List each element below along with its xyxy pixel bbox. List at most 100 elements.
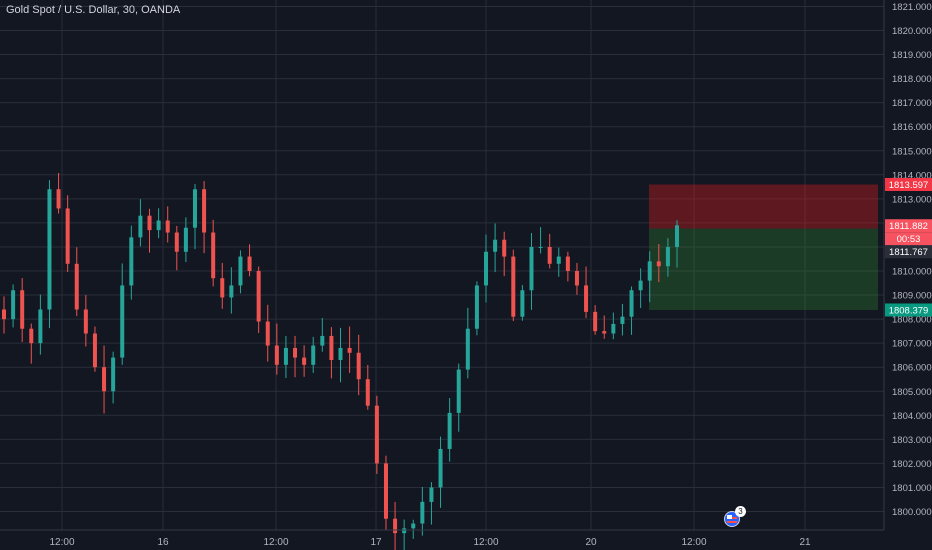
candle-body [47, 189, 52, 310]
candle-body [665, 246, 670, 267]
candle-body [174, 232, 179, 252]
candle-body [411, 523, 416, 529]
candle-body [283, 347, 288, 365]
candle-body [584, 285, 589, 312]
candle-body [192, 189, 197, 228]
candle-body [83, 309, 88, 334]
take-profit-zone [649, 228, 878, 310]
stop-price-badge-bg [885, 177, 932, 191]
price-badges: 1813.597 1811.882 00:53 1811.767 1808.379 [885, 177, 932, 317]
candle-body [338, 347, 343, 360]
candle-body [538, 246, 543, 248]
candle-body [383, 463, 388, 519]
price-tick-label: 1802.000 [892, 459, 932, 470]
stop-price-badge: 1813.597 [889, 180, 929, 191]
price-tick-label: 1808.000 [892, 315, 932, 326]
price-tick-label: 1820.000 [892, 26, 932, 37]
candle-body [220, 278, 225, 298]
price-tick-label: 1817.000 [892, 98, 932, 109]
candle-body [675, 225, 679, 247]
candle-body [456, 369, 461, 413]
candle-body [256, 271, 261, 322]
candle-body [620, 316, 625, 324]
candle-body [202, 189, 207, 233]
candle-body [438, 448, 443, 488]
candle-body [565, 256, 570, 271]
candle-body [56, 189, 61, 209]
price-tick-label: 1819.000 [892, 50, 932, 61]
price-tick-label: 1818.000 [892, 74, 932, 85]
candle-body [129, 237, 134, 286]
target-price-badge: 1808.379 [889, 305, 929, 316]
candle-body [238, 256, 243, 286]
candle-body [2, 309, 6, 320]
candle-body [593, 311, 598, 332]
price-tick-label: 1809.000 [892, 291, 932, 302]
time-tick-label: 12:00 [473, 537, 498, 548]
reference-price-badge: 1811.767 [889, 247, 928, 258]
candle-body [556, 256, 561, 264]
time-tick-label: 17 [370, 537, 382, 548]
candle-body [11, 290, 16, 320]
reference-price-badge-bg [885, 245, 932, 259]
candle-body [329, 335, 334, 360]
time-tick-label: 12:00 [681, 537, 706, 548]
candle-body [120, 285, 125, 358]
candle-body [29, 328, 34, 344]
candle-body [274, 345, 279, 365]
candle-body [520, 290, 525, 317]
candle-body [429, 487, 434, 502]
candle-body [656, 261, 661, 267]
candle-body [393, 518, 398, 534]
candle-body [211, 232, 216, 279]
candle-body [111, 357, 116, 392]
candle-body [65, 208, 70, 264]
price-tick-label: 1801.000 [892, 483, 932, 494]
price-tick-label: 1814.000 [892, 170, 932, 181]
candle-body [474, 285, 479, 329]
price-tick-label: 1804.000 [892, 411, 932, 422]
candle-body [365, 379, 370, 406]
current-price-badge: 1811.882 [889, 221, 928, 232]
price-tick-label: 1800.000 [892, 507, 932, 518]
time-tick-label: 16 [157, 537, 169, 548]
candle-body [92, 333, 97, 368]
candle-body [102, 367, 107, 392]
event-count-badge: 3 [735, 506, 746, 517]
candle-body [529, 246, 534, 291]
time-tick-label: 21 [799, 537, 811, 548]
candle-body [629, 290, 634, 317]
candle-body [20, 290, 25, 329]
candle-body [638, 280, 643, 291]
candle-body [320, 335, 325, 346]
price-tick-label: 1803.000 [892, 435, 932, 446]
price-tick-label: 1806.000 [892, 363, 932, 374]
time-axis[interactable]: 12:00 16 12:00 17 12:00 20 12:00 21 [49, 537, 811, 548]
candle-body [602, 331, 607, 334]
candle-body [420, 501, 425, 524]
candle-body [265, 321, 270, 346]
time-tick-label: 12:00 [263, 537, 288, 548]
candle-body [511, 256, 516, 317]
time-tick-label: 12:00 [49, 537, 74, 548]
price-tick-label: 1815.000 [892, 146, 932, 157]
candle-body [38, 309, 43, 344]
target-price-badge-bg [885, 303, 932, 317]
candle-body [147, 215, 152, 231]
symbol-title: Gold Spot / U.S. Dollar, 30, OANDA [6, 4, 181, 16]
candle-body [465, 328, 470, 370]
candle-body [447, 412, 452, 449]
candle-body [347, 347, 352, 353]
candle-body [293, 347, 298, 358]
candle-body [484, 251, 489, 286]
price-tick-label: 1810.000 [892, 267, 932, 278]
time-tick-label: 20 [585, 537, 597, 548]
candle-body [402, 528, 407, 534]
candle-body [356, 352, 361, 380]
current-price-badge-bg [885, 219, 932, 233]
candle-body [311, 345, 316, 365]
price-tick-label: 1813.000 [892, 194, 932, 205]
price-tick-label: 1805.000 [892, 387, 932, 398]
